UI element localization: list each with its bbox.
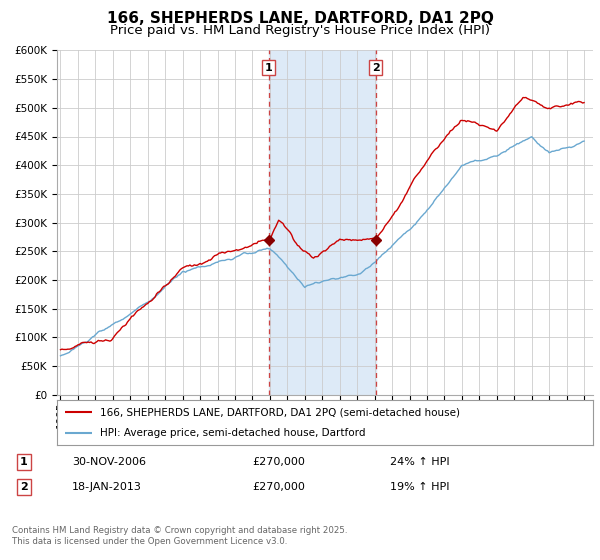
Text: 24% ↑ HPI: 24% ↑ HPI	[390, 457, 449, 467]
Text: 19% ↑ HPI: 19% ↑ HPI	[390, 482, 449, 492]
Text: 30-NOV-2006: 30-NOV-2006	[72, 457, 146, 467]
Bar	[269, 50, 376, 395]
Text: 2: 2	[371, 63, 379, 73]
Text: 166, SHEPHERDS LANE, DARTFORD, DA1 2PQ: 166, SHEPHERDS LANE, DARTFORD, DA1 2PQ	[107, 11, 493, 26]
Text: £270,000: £270,000	[252, 457, 305, 467]
Text: Price paid vs. HM Land Registry's House Price Index (HPI): Price paid vs. HM Land Registry's House …	[110, 24, 490, 36]
Text: HPI: Average price, semi-detached house, Dartford: HPI: Average price, semi-detached house,…	[100, 428, 365, 438]
Text: Contains HM Land Registry data © Crown copyright and database right 2025.
This d: Contains HM Land Registry data © Crown c…	[12, 526, 347, 546]
Text: 1: 1	[265, 63, 272, 73]
Text: 2: 2	[20, 482, 28, 492]
Text: 1: 1	[20, 457, 28, 467]
Text: 18-JAN-2013: 18-JAN-2013	[72, 482, 142, 492]
Text: 166, SHEPHERDS LANE, DARTFORD, DA1 2PQ (semi-detached house): 166, SHEPHERDS LANE, DARTFORD, DA1 2PQ (…	[100, 408, 460, 418]
Text: £270,000: £270,000	[252, 482, 305, 492]
